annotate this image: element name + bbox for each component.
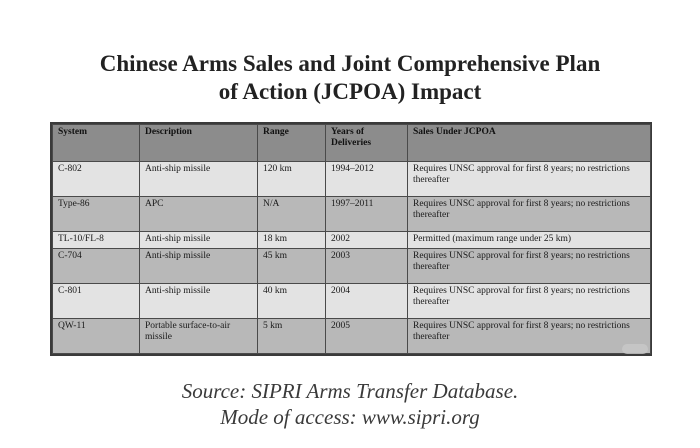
cell-range: 40 km: [257, 283, 326, 319]
cell-years: 1994–2012: [325, 161, 408, 197]
cell-years: 2005: [325, 318, 408, 354]
cell-years: 1997–2011: [325, 196, 408, 232]
arms-sales-table: System Description Range Years of Delive…: [52, 124, 651, 354]
cell-description: Anti-ship missile: [139, 161, 258, 197]
title-line-1: Chinese Arms Sales and Joint Comprehensi…: [99, 51, 601, 76]
cell-system: C-704: [52, 248, 140, 284]
header-sales-jcpoa: Sales Under JCPOA: [407, 124, 651, 162]
source-citation: Source: SIPRI Arms Transfer Database. Mo…: [0, 378, 700, 430]
cell-sales: Requires UNSC approval for first 8 years…: [407, 248, 651, 284]
cell-sales: Requires UNSC approval for first 8 years…: [407, 283, 651, 319]
cell-description: APC: [139, 196, 258, 232]
cell-range: 120 km: [257, 161, 326, 197]
table-row: TL-10/FL-8 Anti-ship missile 18 km 2002 …: [52, 231, 651, 249]
header-system: System: [52, 124, 140, 162]
table-row: C-801 Anti-ship missile 40 km 2004 Requi…: [52, 283, 651, 319]
table-header-row: System Description Range Years of Delive…: [52, 124, 651, 162]
table-row: C-802 Anti-ship missile 120 km 1994–2012…: [52, 161, 651, 197]
cell-years: 2002: [325, 231, 408, 249]
cell-years: 2003: [325, 248, 408, 284]
document-title: Chinese Arms Sales and Joint Comprehensi…: [0, 50, 700, 106]
cell-system: C-801: [52, 283, 140, 319]
source-line-2: Mode of access: www.sipri.org: [220, 405, 480, 429]
cell-range: 18 km: [257, 231, 326, 249]
cell-description: Anti-ship missile: [139, 248, 258, 284]
cell-sales: Requires UNSC approval for first 8 years…: [407, 161, 651, 197]
cell-sales: Requires UNSC approval for first 8 years…: [407, 318, 651, 354]
cell-system: C-802: [52, 161, 140, 197]
cell-range: 5 km: [257, 318, 326, 354]
cell-system: QW-11: [52, 318, 140, 354]
cell-years: 2004: [325, 283, 408, 319]
cell-sales: Requires UNSC approval for first 8 years…: [407, 196, 651, 232]
cell-sales: Permitted (maximum range under 25 km): [407, 231, 651, 249]
cell-system: TL-10/FL-8: [52, 231, 140, 249]
cell-description: Anti-ship missile: [139, 283, 258, 319]
header-range: Range: [257, 124, 326, 162]
table-row: C-704 Anti-ship missile 45 km 2003 Requi…: [52, 248, 651, 284]
title-line-2: of Action (JCPOA) Impact: [218, 79, 482, 104]
header-years: Years of Deliveries: [325, 124, 408, 162]
cell-description: Portable surface-to-air missile: [139, 318, 258, 354]
source-line-1: Source: SIPRI Arms Transfer Database.: [181, 379, 519, 403]
cell-description: Anti-ship missile: [139, 231, 258, 249]
cell-system: Type-86: [52, 196, 140, 232]
header-description: Description: [139, 124, 258, 162]
cell-range: N/A: [257, 196, 326, 232]
scan-artifact-mark: [622, 344, 648, 354]
table-row: Type-86 APC N/A 1997–2011 Requires UNSC …: [52, 196, 651, 232]
arms-sales-table-container: System Description Range Years of Delive…: [50, 122, 652, 356]
table-row: QW-11 Portable surface-to-air missile 5 …: [52, 318, 651, 354]
cell-range: 45 km: [257, 248, 326, 284]
